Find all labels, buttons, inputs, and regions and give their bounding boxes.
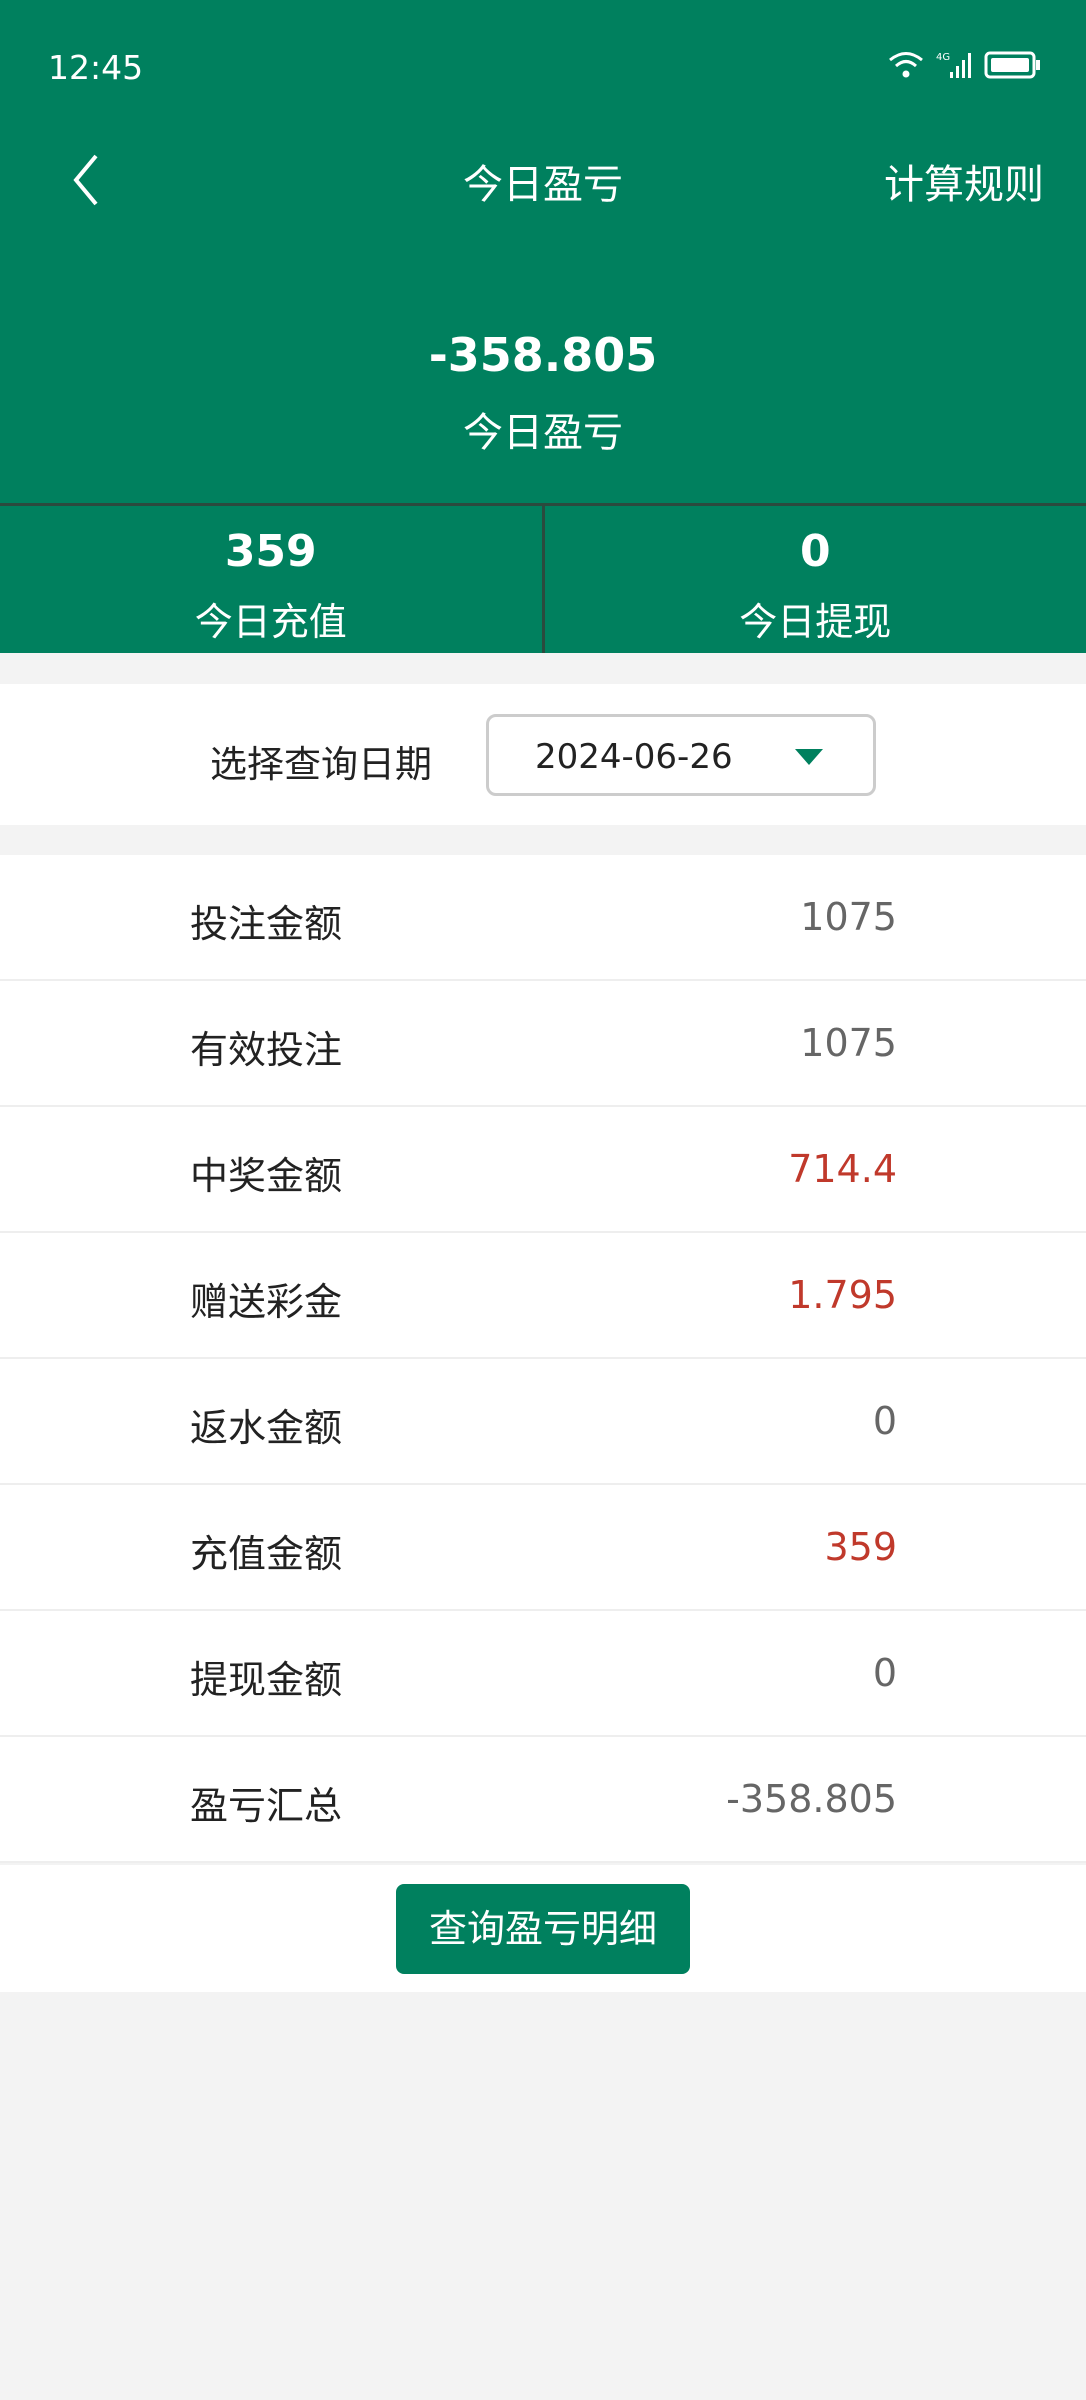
query-detail-button[interactable]: 查询盈亏明细 xyxy=(396,1884,690,1974)
stat-label: 今日充值 xyxy=(194,600,347,644)
stat-value: 359 xyxy=(224,526,317,577)
caret-down-icon xyxy=(795,749,823,765)
stats-bar: 359 今日充值 0 今日提现 xyxy=(0,503,1086,653)
row-label: 盈亏汇总 xyxy=(190,1784,343,1828)
battery-icon xyxy=(984,51,1040,79)
list-item: 盈亏汇总 -358.805 xyxy=(0,1737,1086,1863)
calculation-rules-button[interactable]: 计算规则 xyxy=(884,162,1044,208)
status-time: 12:45 xyxy=(48,48,144,87)
row-value: 0 xyxy=(872,1399,897,1443)
row-value: 1075 xyxy=(800,1021,897,1065)
signal-4g-icon: 4G xyxy=(936,52,971,78)
summary-list: 投注金额 1075 有效投注 1075 中奖金额 714.4 赠送彩金 1.795 返水金额 0 充… xyxy=(0,855,1086,1863)
row-label: 投注金额 xyxy=(190,902,343,946)
list-item: 赠送彩金 1.795 xyxy=(0,1233,1086,1359)
row-label: 赠送彩金 xyxy=(190,1280,343,1324)
row-label: 返水金额 xyxy=(190,1406,343,1450)
list-item: 充值金额 359 xyxy=(0,1485,1086,1611)
list-item: 有效投注 1075 xyxy=(0,981,1086,1107)
row-value: 1075 xyxy=(800,895,897,939)
stat-withdraw: 0 今日提现 xyxy=(541,506,1086,653)
button-area: 查询盈亏明细 xyxy=(0,1865,1086,1992)
today-profit-amount: -358.805 xyxy=(428,328,658,382)
wifi-icon xyxy=(889,52,923,78)
header: 12:45 4G 今日盈亏 计算规则 -358.805 今日盈亏 359 今日充… xyxy=(0,0,1086,653)
row-label: 中奖金额 xyxy=(190,1154,343,1198)
date-filter-label: 选择查询日期 xyxy=(210,743,432,786)
row-value: 714.4 xyxy=(788,1147,897,1191)
list-item: 提现金额 0 xyxy=(0,1611,1086,1737)
back-arrow-icon[interactable] xyxy=(62,150,122,210)
today-profit-label: 今日盈亏 xyxy=(463,410,623,456)
list-item: 投注金额 1075 xyxy=(0,855,1086,981)
svg-text:4G: 4G xyxy=(936,52,950,63)
row-label: 提现金额 xyxy=(190,1658,343,1702)
date-filter: 选择查询日期 2024-06-26 xyxy=(0,684,1086,825)
date-value: 2024-06-26 xyxy=(535,737,733,777)
list-item: 中奖金额 714.4 xyxy=(0,1107,1086,1233)
row-value: -358.805 xyxy=(726,1777,897,1821)
stat-label: 今日提现 xyxy=(739,600,892,644)
status-icons: 4G xyxy=(888,50,1042,80)
page-title: 今日盈亏 xyxy=(463,162,623,208)
row-label: 充值金额 xyxy=(190,1532,343,1576)
row-label: 有效投注 xyxy=(190,1028,343,1072)
date-select[interactable]: 2024-06-26 xyxy=(486,714,876,796)
row-value: 359 xyxy=(824,1525,897,1569)
stat-value: 0 xyxy=(799,526,831,577)
row-value: 0 xyxy=(872,1651,897,1695)
list-item: 返水金额 0 xyxy=(0,1359,1086,1485)
row-value: 1.795 xyxy=(788,1273,897,1317)
stat-recharge: 359 今日充值 xyxy=(0,506,542,653)
